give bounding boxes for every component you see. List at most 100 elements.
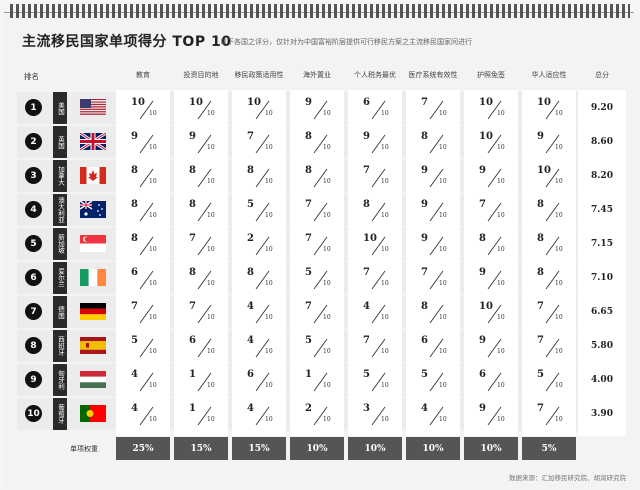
score-value: 7	[363, 165, 370, 176]
score-cell: 7 10	[522, 296, 576, 328]
fraction-slash	[197, 202, 212, 222]
fraction-slash	[487, 270, 502, 290]
score-denominator: 10	[497, 314, 505, 321]
rank-badge: 7	[25, 303, 42, 320]
score-denominator: 10	[381, 144, 389, 151]
total-score: 6.65	[591, 307, 613, 317]
score-cell: 9 10	[290, 92, 344, 124]
score-value: 4	[247, 301, 254, 312]
rank-badge: 10	[25, 405, 42, 422]
fraction-slash	[371, 236, 386, 256]
score-denominator: 10	[207, 212, 215, 219]
score-value: 9	[479, 335, 486, 346]
score-cell: 10 10	[464, 296, 518, 328]
score-denominator: 10	[323, 416, 331, 423]
country-name: 爱尔兰	[53, 262, 67, 294]
score-denominator: 10	[555, 382, 563, 389]
score-cell: 8 10	[174, 194, 228, 226]
score-cell: 5 10	[406, 364, 460, 396]
score-value: 10	[131, 97, 145, 108]
score-cell: 2 10	[232, 228, 286, 260]
weight-cell: 10%	[348, 437, 402, 460]
fraction-slash	[255, 406, 270, 426]
score-denominator: 10	[207, 416, 215, 423]
score-cell: 3 10	[348, 398, 402, 430]
score-value: 10	[537, 97, 551, 108]
fraction-slash	[255, 202, 270, 222]
score-value: 8	[537, 199, 544, 210]
score-value: 7	[421, 97, 428, 108]
fraction-slash	[255, 304, 270, 324]
score-cell: 5 10	[522, 364, 576, 396]
score-cell: 8 10	[522, 228, 576, 260]
score-value: 9	[421, 199, 428, 210]
total-score: 8.20	[591, 171, 613, 181]
fraction-slash	[545, 406, 560, 426]
fraction-slash	[139, 270, 154, 290]
country-name: 加拿大	[53, 160, 67, 192]
weight-cell: 10%	[464, 437, 518, 460]
fraction-slash	[487, 406, 502, 426]
rank-badge: 4	[25, 201, 42, 218]
score-value: 8	[189, 165, 196, 176]
fraction-slash	[545, 236, 560, 256]
score-value: 7	[305, 301, 312, 312]
score-value: 9	[479, 165, 486, 176]
fraction-slash	[313, 168, 328, 188]
score-cell: 9 10	[348, 126, 402, 158]
source-note: 数据来源：汇加移民研究院、胡润研究院	[509, 474, 626, 482]
score-cell: 7 10	[406, 262, 460, 294]
score-denominator: 10	[439, 144, 447, 151]
spain-flag	[80, 337, 106, 354]
total-score: 9.20	[591, 103, 613, 113]
score-cell: 5 10	[348, 364, 402, 396]
fraction-slash	[313, 304, 328, 324]
score-denominator: 10	[149, 144, 157, 151]
score-denominator: 10	[149, 178, 157, 185]
total-score: 8.60	[591, 137, 613, 147]
fraction-slash	[487, 236, 502, 256]
fraction-slash	[545, 202, 560, 222]
rank-badge: 5	[25, 235, 42, 252]
country-name: 葡萄牙	[53, 398, 67, 430]
score-value: 10	[479, 97, 493, 108]
score-denominator: 10	[381, 382, 389, 389]
score-cell: 6 10	[348, 92, 402, 124]
fraction-slash	[429, 372, 444, 392]
score-cell: 8 10	[522, 262, 576, 294]
fraction-slash	[429, 100, 444, 120]
score-cell: 8 10	[174, 160, 228, 192]
total-column	[578, 90, 626, 436]
score-value: 8	[189, 267, 196, 278]
score-cell: 2 10	[290, 398, 344, 430]
score-cell: 4 10	[232, 330, 286, 362]
score-denominator: 10	[207, 280, 215, 287]
weight-cell: 5%	[522, 437, 576, 460]
score-cell: 7 10	[290, 228, 344, 260]
score-cell: 1 10	[290, 364, 344, 396]
score-denominator: 10	[207, 348, 215, 355]
score-value: 9	[131, 131, 138, 142]
score-column	[116, 90, 170, 436]
score-value: 8	[305, 165, 312, 176]
score-denominator: 10	[439, 280, 447, 287]
score-denominator: 10	[323, 348, 331, 355]
score-denominator: 10	[555, 280, 563, 287]
score-value: 2	[247, 233, 254, 244]
score-denominator: 10	[265, 314, 273, 321]
score-cell: 7 10	[522, 398, 576, 430]
score-value: 6	[363, 97, 370, 108]
score-value: 1	[305, 369, 312, 380]
score-denominator: 10	[149, 416, 157, 423]
score-denominator: 10	[439, 246, 447, 253]
score-value: 8	[479, 233, 486, 244]
score-denominator: 10	[323, 280, 331, 287]
score-cell: 9 10	[406, 228, 460, 260]
fraction-slash	[429, 270, 444, 290]
uk-flag	[79, 131, 107, 152]
score-value: 7	[363, 267, 370, 278]
fraction-slash	[313, 406, 328, 426]
australia-flag	[79, 200, 106, 218]
country-name: 澳大利亚	[53, 194, 67, 226]
weight-label: 单项权重	[70, 445, 98, 453]
